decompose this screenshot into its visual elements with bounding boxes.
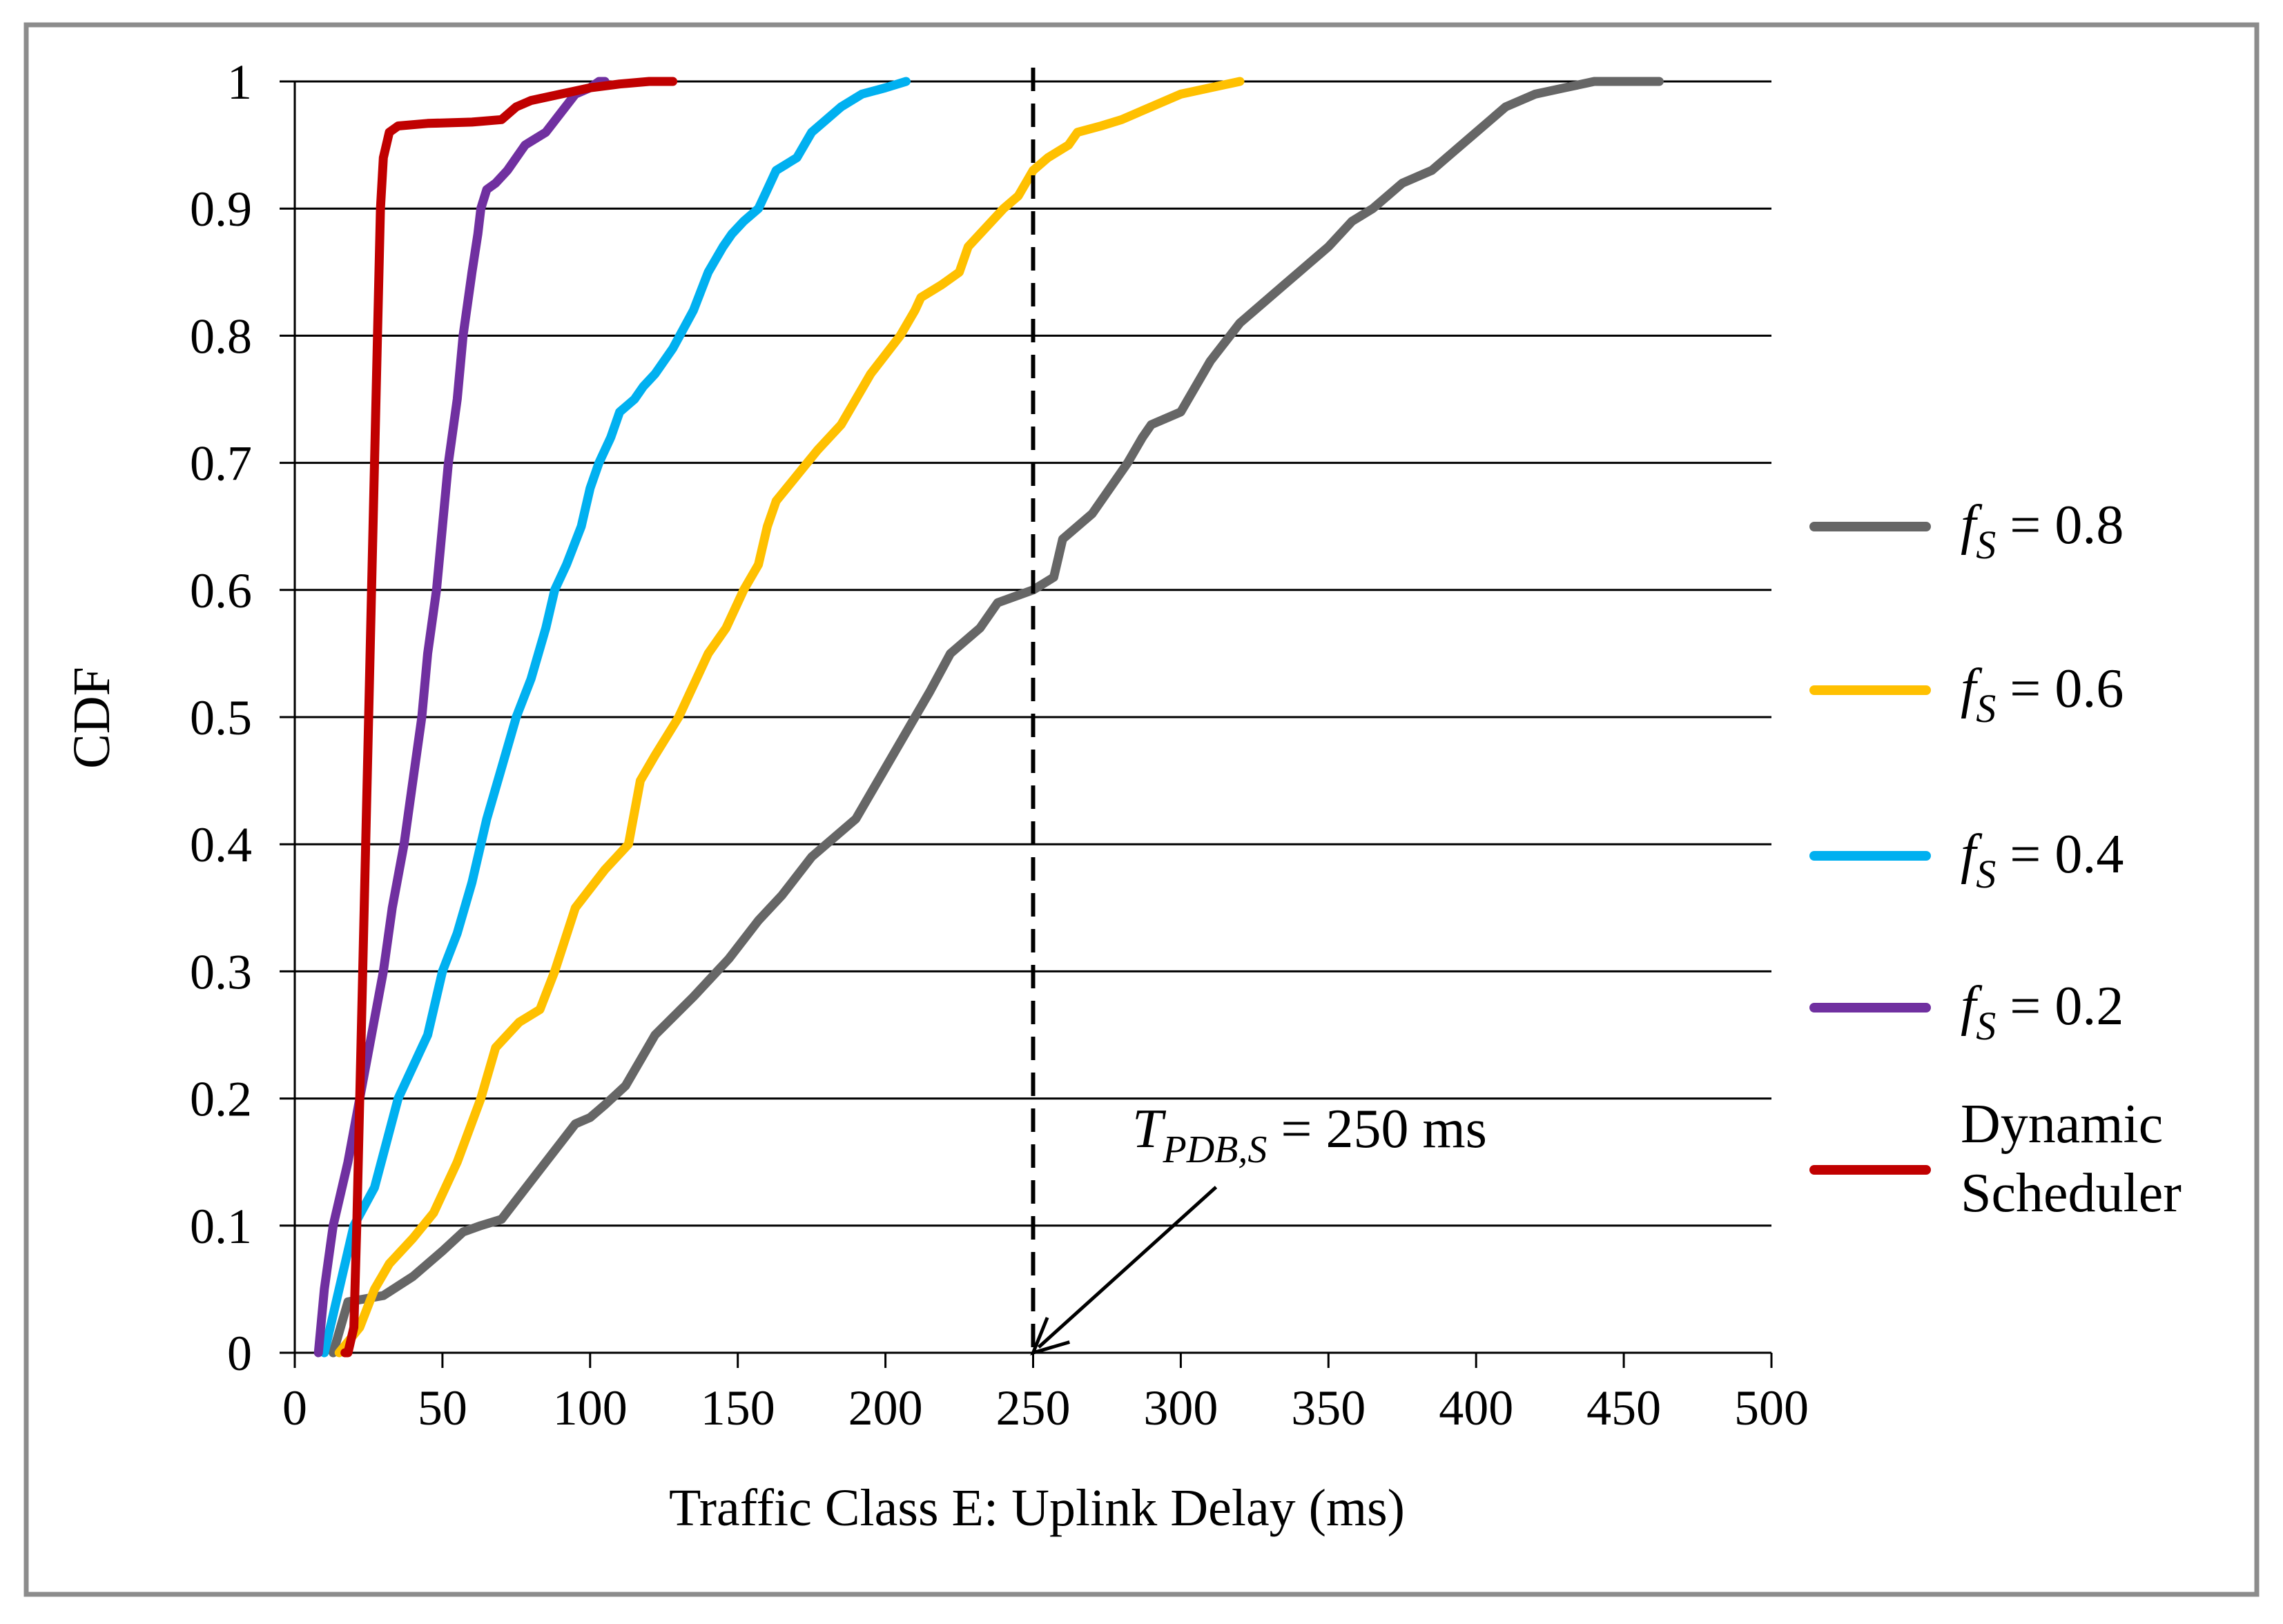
legend-label: fS = 0.2 xyxy=(1961,976,2124,1048)
x-tick-label: 100 xyxy=(553,1380,628,1436)
legend-label: Dynamic xyxy=(1961,1094,2163,1155)
legend-label: Scheduler xyxy=(1961,1163,2182,1224)
x-tick-label: 0 xyxy=(282,1380,307,1436)
legend-label-sub: S xyxy=(1976,1004,1996,1048)
annotation-arrowhead xyxy=(1030,1317,1071,1356)
legend-label: fS = 0.4 xyxy=(1961,824,2124,897)
y-tick-label: 1 xyxy=(227,55,252,110)
annotation-arrow-shaft xyxy=(1037,1186,1218,1349)
y-tick-label: 0.8 xyxy=(190,309,252,364)
series-line-2 xyxy=(320,77,911,1358)
series-line-3 xyxy=(313,77,610,1358)
x-tick-label: 250 xyxy=(996,1380,1071,1436)
legend-label-value: = 0.2 xyxy=(1996,976,2124,1037)
y-tick-label: 0 xyxy=(227,1326,252,1381)
y-tick-label: 0.2 xyxy=(190,1072,252,1127)
series-line-1 xyxy=(334,77,1245,1358)
x-tick-label: 450 xyxy=(1586,1380,1661,1436)
x-tick-label: 350 xyxy=(1291,1380,1366,1436)
annotations: TPDB,S = 250 ms xyxy=(1030,68,1487,1356)
y-tick-label: 0.3 xyxy=(190,944,252,999)
figure-border xyxy=(23,22,2260,1597)
y-axis-title: CDF xyxy=(63,667,121,769)
threshold-label: TPDB,S = 250 ms xyxy=(1132,1099,1487,1171)
x-tick-label: 300 xyxy=(1143,1380,1218,1436)
legend-label-value: = 0.4 xyxy=(1996,824,2124,885)
legend-label-sub: S xyxy=(1976,852,1996,897)
y-tick-label: 0.5 xyxy=(190,690,252,745)
legend-label-value: = 0.8 xyxy=(1996,495,2124,556)
threshold-label-main: T xyxy=(1132,1099,1167,1160)
legend-label-sub: S xyxy=(1976,522,1996,567)
x-tick-label: 150 xyxy=(701,1380,775,1436)
x-tick-label: 500 xyxy=(1734,1380,1809,1436)
y-tick-label: 0.6 xyxy=(190,563,252,618)
series-lines xyxy=(313,77,1664,1358)
axes: 0 0.1 0.2 0.3 0.4 0.5 0.6 0.7 0.8 0.9 1 0 50 100 150 20… xyxy=(190,55,1809,1436)
y-tick-label: 0.9 xyxy=(190,182,252,237)
y-tick-label: 0.7 xyxy=(190,436,252,491)
y-tick-label: 0.4 xyxy=(190,817,252,872)
threshold-label-sub: PDB,S xyxy=(1163,1128,1267,1171)
series-line-4 xyxy=(340,77,678,1358)
x-axis-title: Traffic Class E: Uplink Delay (ms) xyxy=(669,1479,1405,1537)
x-tick-label: 200 xyxy=(848,1380,923,1436)
series-line-0 xyxy=(329,77,1664,1358)
legend-label-sub: S xyxy=(1976,686,1996,731)
legend-label-value: = 0.6 xyxy=(1996,658,2124,719)
y-tick-label: 0.1 xyxy=(190,1199,252,1254)
x-tick-label: 50 xyxy=(418,1380,467,1436)
x-tick-label: 400 xyxy=(1439,1380,1513,1436)
threshold-label-value: = 250 ms xyxy=(1267,1099,1486,1160)
